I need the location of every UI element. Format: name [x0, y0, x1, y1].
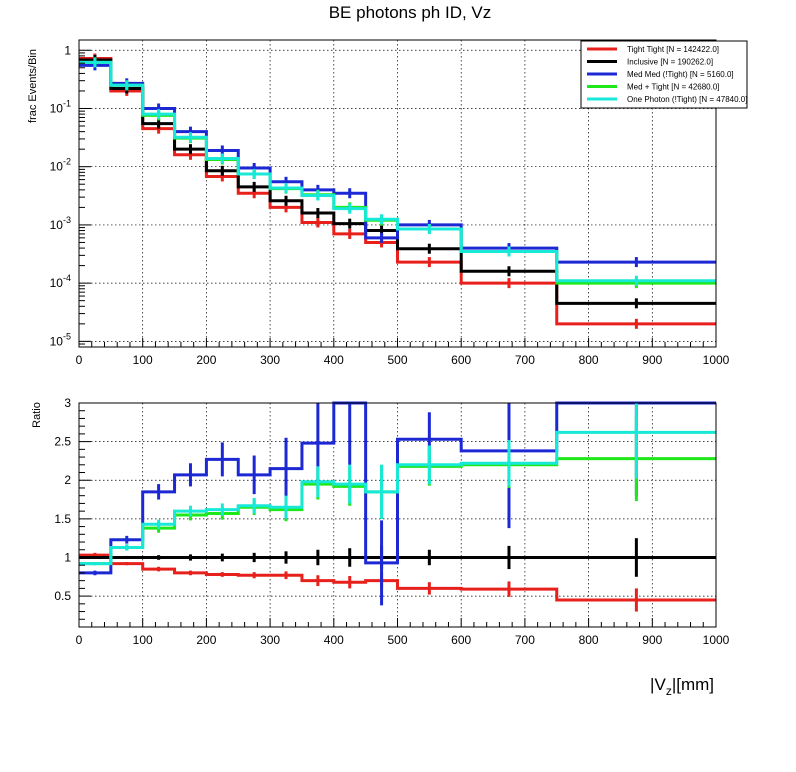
legend-entry-one-photon-tight: One Photon (!Tight) [N = 47840.0] [627, 95, 747, 104]
legend-entry-inclusive: Inclusive [N = 190262.0] [627, 58, 713, 67]
bottom-series-group [79, 401, 716, 612]
top-x-tick-label: 300 [260, 353, 280, 367]
top-x-tick-label: 0 [76, 353, 83, 367]
bottom-x-tick-label: 1000 [703, 633, 730, 647]
legend: Tight Tight [N = 142422.0] Inclusive [N =… [580, 40, 748, 109]
legend-entry-med-med-tight: Med Med (!Tight) [N = 5160.0] [627, 70, 734, 79]
bottom-x-tick-label: 800 [579, 633, 599, 647]
bottom-x-tick-label: 700 [515, 633, 535, 647]
top-y-tick-label: 1 [64, 43, 71, 57]
bottom-x-tick-label: 300 [260, 633, 280, 647]
bottom-y-axis-label: Ratio [31, 402, 43, 428]
top-y-tick-label: 10-5 [50, 331, 71, 348]
bottom-series-tight-tight [79, 553, 716, 602]
bottom-x-tick-label: 500 [387, 633, 407, 647]
bottom-x-tick-label: 100 [133, 633, 153, 647]
bottom-axis-ticks: 0 100 200 300 400 500 600 700 800 900 1000 0.5 1 1.5 2… [54, 396, 729, 647]
top-y-axis-label: frac Events/Bin [27, 49, 39, 123]
top-x-tick-label: 400 [324, 353, 344, 367]
bottom-x-tick-label: 400 [324, 633, 344, 647]
x-axis-label: |Vz|[mm] [650, 675, 714, 698]
legend-entry-med-tight: Med + Tight [N = 42680.0] [627, 83, 720, 92]
top-series-group [79, 53, 716, 329]
bottom-x-tick-label: 200 [196, 633, 216, 647]
legend-entry-tight-tight: Tight Tight [N = 142422.0] [627, 45, 719, 54]
top-x-tick-label: 900 [642, 353, 662, 367]
top-x-tick-label: 100 [133, 353, 153, 367]
top-y-tick-label: 10-4 [50, 273, 71, 290]
top-x-tick-label: 600 [451, 353, 471, 367]
bottom-x-tick-label: 0 [76, 633, 83, 647]
bottom-x-tick-label: 900 [642, 633, 662, 647]
bottom-panel: 0 100 200 300 400 500 600 700 800 900 1000 0.5 1 1.5 2… [31, 396, 730, 698]
chart-title: BE photons ph ID, Vz [329, 3, 492, 22]
top-x-tick-label: 500 [387, 353, 407, 367]
bottom-x-tick-label: 600 [451, 633, 471, 647]
bottom-y-tick-label: 2 [64, 473, 71, 487]
bottom-y-tick-label: 1.5 [54, 512, 71, 526]
bottom-y-tick-label: 0.5 [54, 589, 71, 603]
top-y-tick-label: 10-3 [50, 215, 71, 232]
top-x-tick-label: 700 [515, 353, 535, 367]
top-panel: BE photons ph ID, Vz 0 100 200 300 400 500 600… [27, 3, 748, 367]
top-y-tick-label: 10-1 [50, 98, 71, 115]
top-x-tick-label: 200 [196, 353, 216, 367]
top-x-tick-label: 1000 [703, 353, 730, 367]
top-y-tick-label: 10-2 [50, 157, 71, 174]
bottom-y-tick-label: 1 [64, 550, 71, 564]
bottom-y-tick-label: 2.5 [54, 435, 71, 449]
top-axis-ticks: 0 100 200 300 400 500 600 700 800 900 1000 1 10-1 10-… [50, 43, 730, 367]
top-x-tick-label: 800 [579, 353, 599, 367]
bottom-y-tick-label: 3 [64, 396, 71, 410]
